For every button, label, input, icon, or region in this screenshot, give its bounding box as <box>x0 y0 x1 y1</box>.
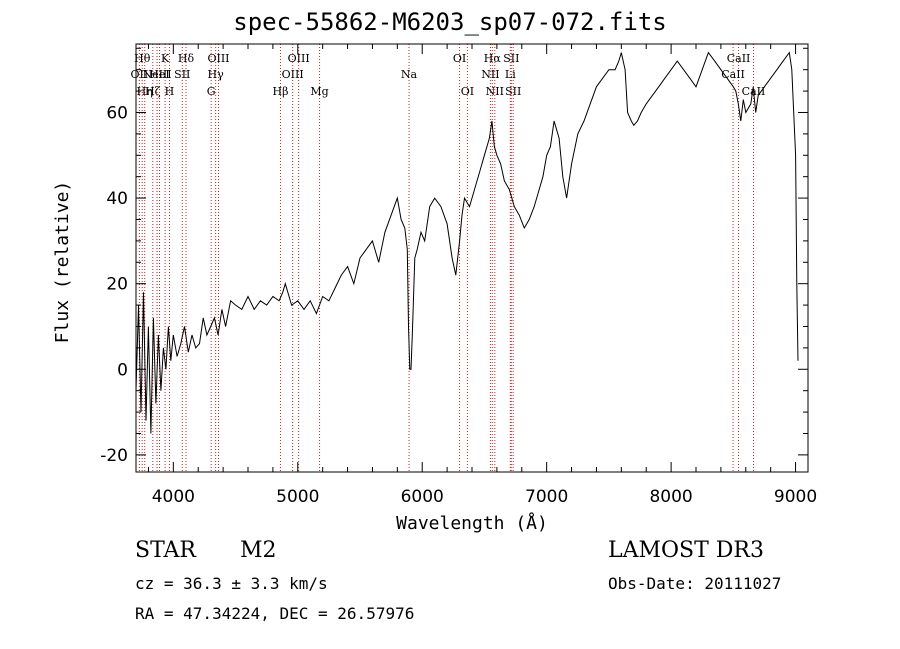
y-tick-label: -20 <box>100 446 128 466</box>
spectral-line-label: Hη <box>137 85 153 98</box>
spectral-line-label: G <box>207 85 216 98</box>
x-tick-label: 8000 <box>649 487 692 507</box>
spectral-line-label: OIII <box>207 52 229 65</box>
spectral-line-label: SII <box>174 68 190 81</box>
spectral-line-label: H <box>165 85 175 98</box>
y-tick-label: 40 <box>106 189 128 209</box>
spectral-line-label: OII <box>131 68 149 81</box>
axes: 4000 5000 6000 7000 8000 9000 -20 0 20 40 60 <box>100 44 817 507</box>
spectral-line-label: Hζ <box>145 85 161 98</box>
x-axis-label: Wavelength (Å) <box>396 512 548 534</box>
spectral-line-label: OIII <box>282 68 304 81</box>
spectral-line-label: NII <box>481 68 499 81</box>
spectral-line-markers <box>138 44 754 472</box>
spectral-line-label: Mg <box>310 85 328 98</box>
redshift-text: cz = 36.3 ± 3.3 km/s <box>135 574 328 593</box>
y-tick-label: 20 <box>106 275 128 295</box>
spectral-line-label: Hβ <box>273 85 289 98</box>
spectral-line-label: Hα <box>484 52 502 65</box>
spectral-line-label: HeI <box>149 68 169 81</box>
y-tick-label: 60 <box>106 103 128 123</box>
spectral-line-label: Na <box>401 68 418 81</box>
object-class: STAR <box>135 538 196 563</box>
plot-frame <box>135 43 809 473</box>
survey-name: LAMOST DR3 <box>608 538 764 563</box>
x-tick-label: 4000 <box>152 487 195 507</box>
spectral-line-label: Li <box>505 68 516 81</box>
spectral-line-label: NeIII <box>142 68 171 81</box>
spectral-line-label: Hδ <box>178 52 195 65</box>
object-subclass: M2 <box>240 538 277 563</box>
chart-title: spec-55862-M6203_sp07-072.fits <box>233 8 667 36</box>
spectral-line-label: OI <box>461 85 474 98</box>
spectral-line-label: K <box>161 52 170 65</box>
x-tick-label: 7000 <box>525 487 568 507</box>
x-tick-label: 6000 <box>401 487 444 507</box>
spectral-line-label: Hγ <box>208 68 225 81</box>
spectral-line-label: SII <box>505 85 521 98</box>
spectral-line-label: Hθ <box>134 52 151 65</box>
spectral-line-label: SII <box>503 52 519 65</box>
coordinates-text: RA = 47.34224, DEC = 26.57976 <box>135 604 415 623</box>
spectral-line-label: NII <box>486 85 504 98</box>
spectral-line-label: CaII <box>727 52 751 65</box>
x-tick-label: 5000 <box>276 487 319 507</box>
flux-series-line <box>135 51 799 434</box>
x-tick-label: 9000 <box>774 487 817 507</box>
spectral-line-label: OIII <box>288 52 310 65</box>
observation-date: Obs-Date: 20111027 <box>608 574 782 593</box>
y-tick-label: 0 <box>117 360 128 380</box>
spectral-line-label: OI <box>453 52 466 65</box>
y-axis-label: Flux (relative) <box>52 181 73 344</box>
